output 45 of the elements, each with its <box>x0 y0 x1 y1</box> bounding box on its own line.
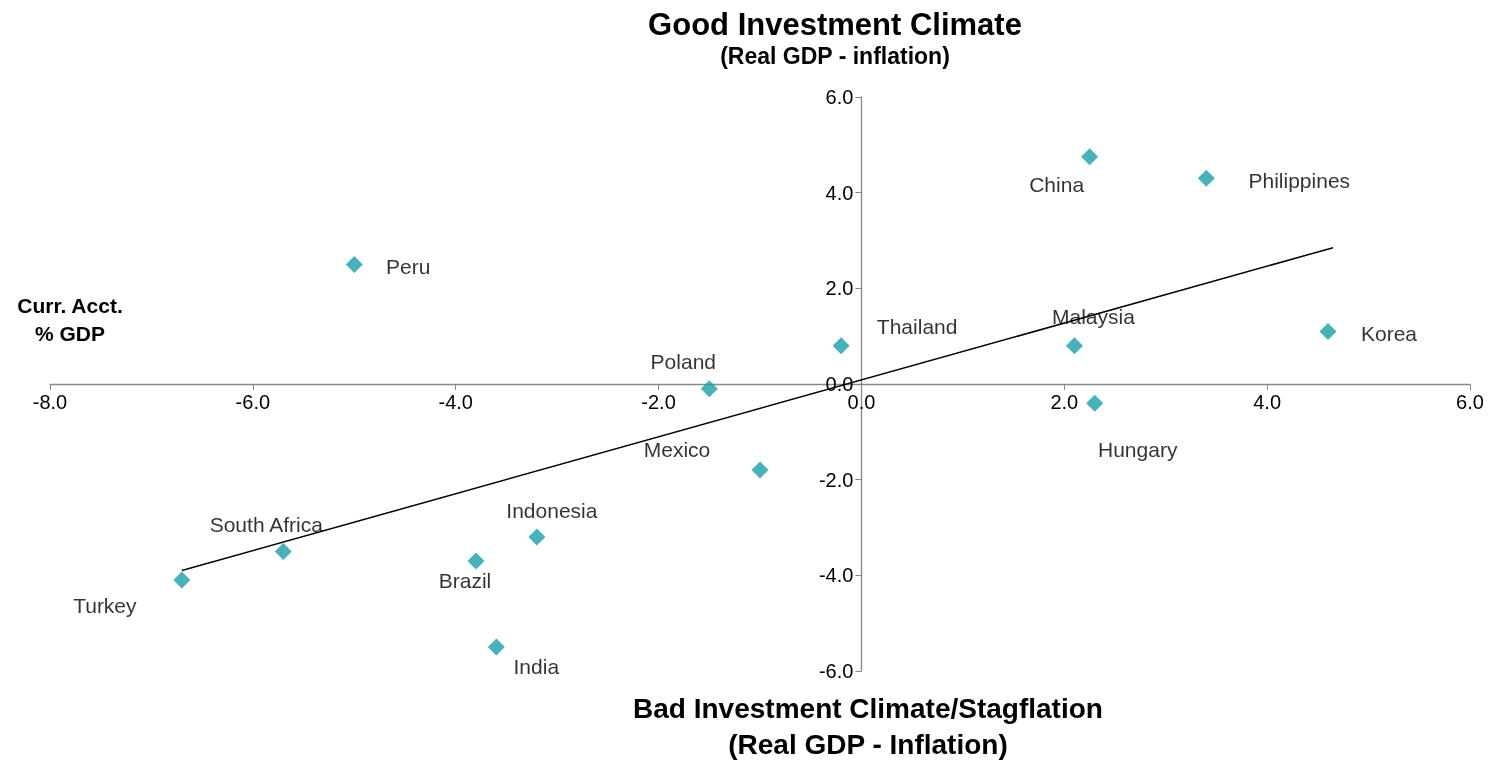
y-tick-label: 2.0 <box>825 277 854 300</box>
y-tick-label: -6.0 <box>818 660 854 682</box>
point <box>528 528 546 546</box>
annotation: Poland <box>650 350 716 374</box>
y-tick-label: 6.0 <box>825 86 854 108</box>
point <box>832 337 850 355</box>
annotation: Hungary <box>1098 437 1178 461</box>
annotation: Brazil <box>438 569 492 593</box>
point <box>1081 148 1099 166</box>
x-tick-label: -2.0 <box>641 391 676 413</box>
y-axis-title: Curr. Acct. % GDP <box>17 293 123 345</box>
point <box>1086 394 1104 412</box>
x-tick-label: 2.0 <box>1050 391 1079 413</box>
point <box>467 552 485 570</box>
y-tick-label: -2.0 <box>818 468 854 491</box>
y-tick-label: -4.0 <box>818 564 854 587</box>
annotation: Peru <box>386 254 431 278</box>
annotation: China <box>1029 173 1085 197</box>
x-tick-label: -4.0 <box>438 391 473 413</box>
annotation: India <box>513 654 560 678</box>
chart-subtitle: (Real GDP - inflation) <box>720 42 950 69</box>
point <box>1065 337 1083 355</box>
x-tick-label: 4.0 <box>1253 391 1282 413</box>
chart-title: Good Investment Climate <box>648 7 1022 42</box>
point <box>1319 322 1337 340</box>
point <box>173 571 191 589</box>
x-tick-label: 6.0 <box>1456 391 1484 413</box>
point <box>345 255 363 273</box>
point <box>274 542 292 560</box>
annotation: Mexico <box>643 437 711 461</box>
annotation: Korea <box>1360 321 1418 345</box>
point <box>700 380 718 398</box>
x-tick-label: -8.0 <box>32 391 68 413</box>
annotation: South Africa <box>209 512 324 536</box>
annotation: Thailand <box>876 315 958 339</box>
x-tick-label: -6.0 <box>235 391 271 413</box>
annotation: Turkey <box>73 593 138 617</box>
x-tick-label: 0.0 <box>847 391 876 413</box>
annotation: Philippines <box>1248 168 1351 192</box>
point <box>487 638 505 656</box>
y-tick-label: 4.0 <box>825 181 854 204</box>
point <box>751 461 769 479</box>
point <box>1197 169 1215 187</box>
x-axis-title: Bad Investment Climate/Stagflation (Real GDP - Inflation) <box>633 692 1103 760</box>
annotation: Indonesia <box>506 498 598 522</box>
